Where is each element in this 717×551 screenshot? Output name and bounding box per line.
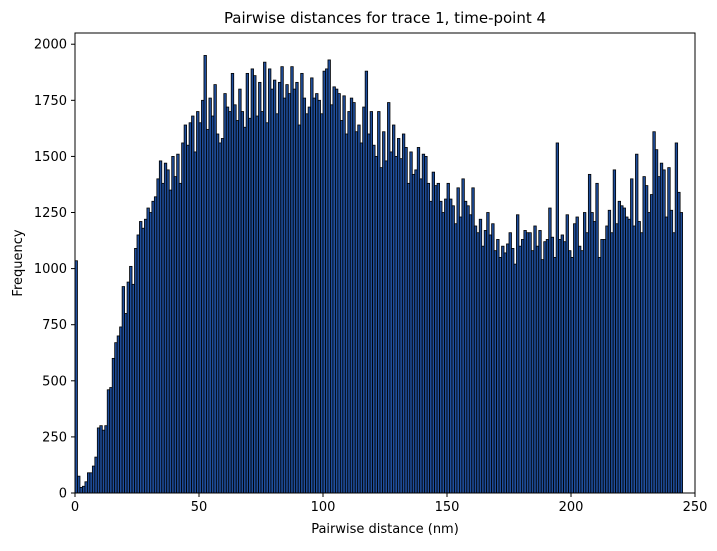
x-axis-label: Pairwise distance (nm) (311, 522, 459, 537)
y-tick-label: 1250 (34, 206, 67, 221)
x-tick-label: 0 (71, 500, 79, 515)
y-axis-label: Frequency (11, 229, 26, 296)
plot-frame (74, 32, 696, 494)
y-tick-label: 500 (42, 374, 67, 389)
x-axis-ticks: 0 50 100 150 200 250 (71, 493, 708, 515)
bars-layer (74, 55, 683, 494)
y-tick-label: 2000 (34, 38, 67, 53)
x-tick-label: 150 (435, 500, 460, 515)
y-tick-label: 1750 (34, 94, 67, 109)
y-axis-ticks: 0 250 500 750 1000 1250 1500 1750 2000 (34, 38, 75, 502)
histogram-bar (679, 212, 683, 494)
x-tick-label: 100 (311, 500, 336, 515)
y-tick-label: 1000 (34, 262, 67, 277)
x-tick-label: 50 (191, 500, 208, 515)
y-tick-label: 1500 (34, 150, 67, 165)
chart-title: Pairwise distances for trace 1, time-poi… (224, 9, 546, 27)
y-tick-label: 750 (42, 318, 67, 333)
x-tick-label: 200 (559, 500, 584, 515)
x-tick-label: 250 (683, 500, 708, 515)
y-tick-label: 250 (42, 430, 67, 445)
y-tick-label: 0 (59, 487, 67, 502)
